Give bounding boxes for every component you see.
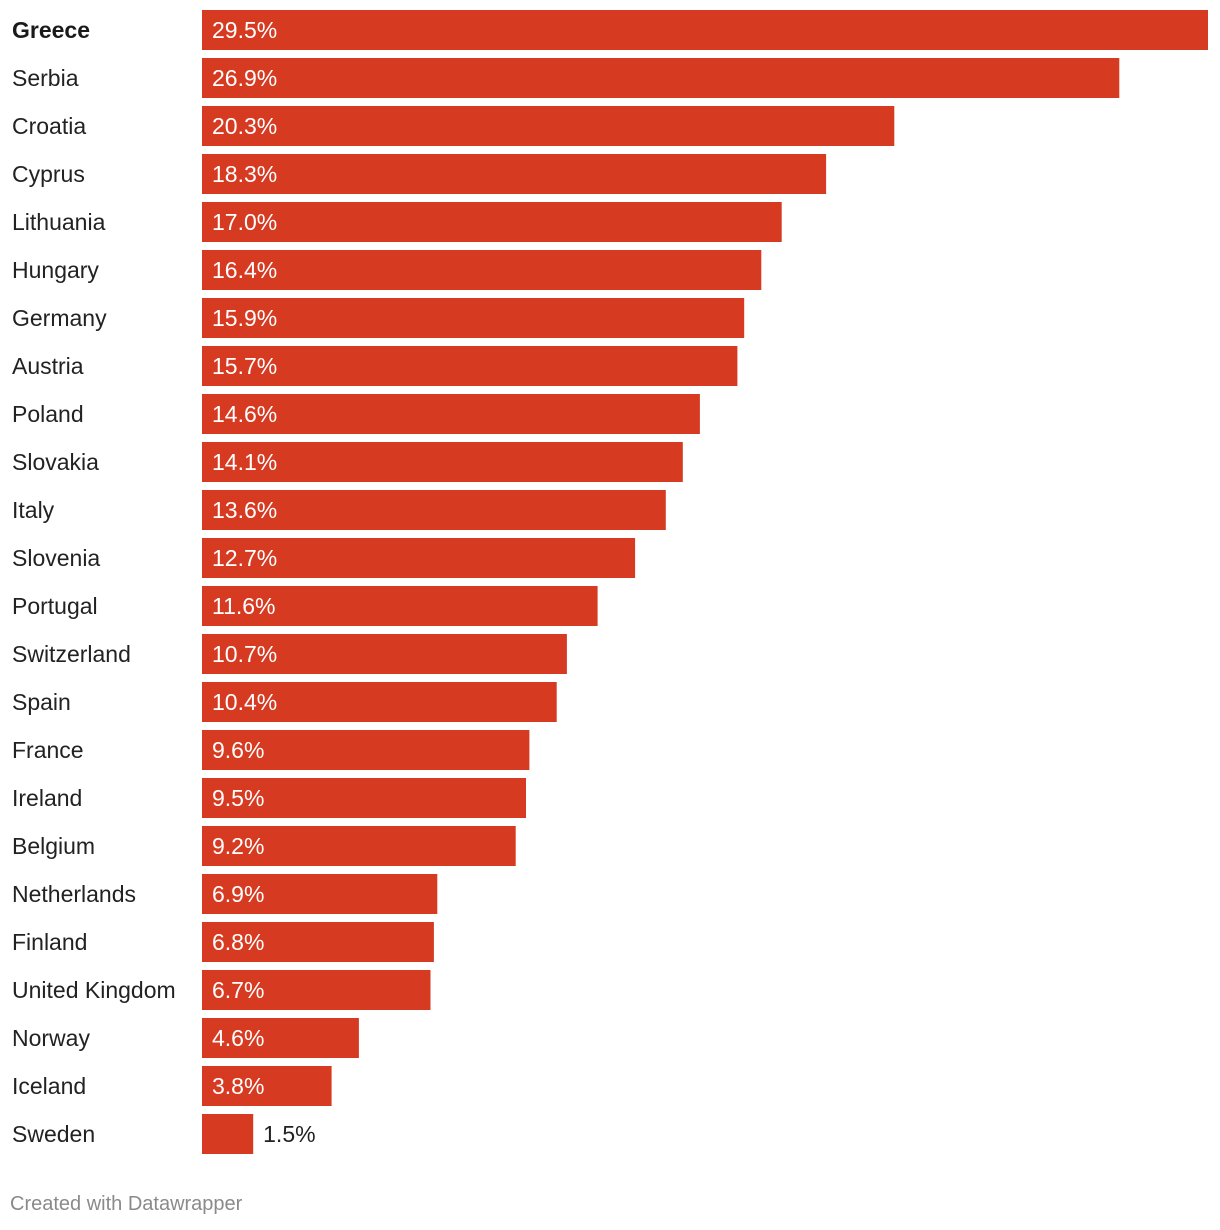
category-label-iceland: Iceland xyxy=(12,1073,86,1099)
bar-norway xyxy=(202,1018,359,1058)
category-label-lithuania: Lithuania xyxy=(12,209,106,235)
value-label-iceland: 3.8% xyxy=(212,1073,264,1099)
value-label-portugal: 11.6% xyxy=(212,593,276,619)
datawrapper-credit: Created with Datawrapper xyxy=(10,1193,243,1215)
bar-serbia xyxy=(202,58,1120,98)
category-label-france: France xyxy=(12,737,84,763)
bar-cyprus xyxy=(202,154,827,194)
category-label-germany: Germany xyxy=(12,305,107,331)
bar-spain xyxy=(202,682,557,722)
category-label-hungary: Hungary xyxy=(12,257,99,283)
bar-france xyxy=(202,730,530,770)
bar-iceland xyxy=(202,1066,332,1106)
category-label-spain: Spain xyxy=(12,689,71,715)
category-label-serbia: Serbia xyxy=(12,65,79,91)
category-label-ireland: Ireland xyxy=(12,785,82,811)
category-label-sweden: Sweden xyxy=(12,1121,95,1147)
value-label-netherlands: 6.9% xyxy=(212,881,264,907)
value-label-ireland: 9.5% xyxy=(212,785,264,811)
value-label-spain: 10.4% xyxy=(212,689,277,715)
value-label-norway: 4.6% xyxy=(212,1025,264,1051)
bar-belgium xyxy=(202,826,516,866)
category-label-croatia: Croatia xyxy=(12,113,86,139)
category-label-norway: Norway xyxy=(12,1025,90,1051)
category-label-switzerland: Switzerland xyxy=(12,641,131,667)
category-label-italy: Italy xyxy=(12,497,55,523)
category-label-netherlands: Netherlands xyxy=(12,881,136,907)
category-label-austria: Austria xyxy=(12,353,84,379)
value-label-croatia: 20.3% xyxy=(212,113,277,139)
bar-croatia xyxy=(202,106,895,146)
value-label-belgium: 9.2% xyxy=(212,833,264,859)
value-label-greece: 29.5% xyxy=(212,17,277,43)
category-label-portugal: Portugal xyxy=(12,593,98,619)
value-label-serbia: 26.9% xyxy=(212,65,277,91)
category-label-cyprus: Cyprus xyxy=(12,161,85,187)
bar-lithuania xyxy=(202,202,782,242)
category-label-slovenia: Slovenia xyxy=(12,545,100,571)
value-label-slovenia: 12.7% xyxy=(212,545,277,571)
bar-slovenia xyxy=(202,538,636,578)
value-label-sweden: 1.5% xyxy=(263,1121,315,1147)
bar-greece xyxy=(202,10,1208,50)
bar-hungary xyxy=(202,250,762,290)
category-label-finland: Finland xyxy=(12,929,87,955)
value-label-poland: 14.6% xyxy=(212,401,277,427)
value-label-austria: 15.7% xyxy=(212,353,277,379)
value-label-switzerland: 10.7% xyxy=(212,641,277,667)
value-label-france: 9.6% xyxy=(212,737,264,763)
category-label-belgium: Belgium xyxy=(12,833,95,859)
value-label-lithuania: 17.0% xyxy=(212,209,277,235)
bar-switzerland xyxy=(202,634,567,674)
value-label-hungary: 16.4% xyxy=(212,257,277,283)
bar-portugal xyxy=(202,586,598,626)
bar-finland xyxy=(202,922,434,962)
bar-united-kingdom xyxy=(202,970,431,1010)
bar-germany xyxy=(202,298,745,338)
bar-netherlands xyxy=(202,874,438,914)
bar-chart: Greece 29.5% Serbia 26.9% Croatia 20.3% Cyprus… xyxy=(12,10,1208,1154)
category-label-united-kingdom: United Kingdom xyxy=(12,977,176,1003)
value-label-germany: 15.9% xyxy=(212,305,277,331)
value-label-finland: 6.8% xyxy=(212,929,264,955)
category-label-poland: Poland xyxy=(12,401,84,427)
bar-sweden xyxy=(202,1114,254,1154)
value-label-cyprus: 18.3% xyxy=(212,161,277,187)
value-label-united-kingdom: 6.7% xyxy=(212,977,264,1003)
category-label-greece: Greece xyxy=(12,17,90,43)
value-label-slovakia: 14.1% xyxy=(212,449,277,475)
bar-slovakia xyxy=(202,442,683,482)
bar-austria xyxy=(202,346,738,386)
bar-ireland xyxy=(202,778,526,818)
category-label-slovakia: Slovakia xyxy=(12,449,99,475)
bar-italy xyxy=(202,490,666,530)
value-label-italy: 13.6% xyxy=(212,497,277,523)
bar-poland xyxy=(202,394,700,434)
